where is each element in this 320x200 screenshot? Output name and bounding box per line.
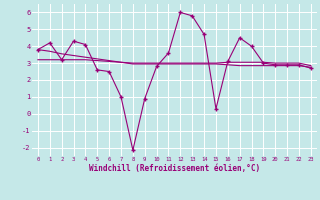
X-axis label: Windchill (Refroidissement éolien,°C): Windchill (Refroidissement éolien,°C): [89, 164, 260, 173]
